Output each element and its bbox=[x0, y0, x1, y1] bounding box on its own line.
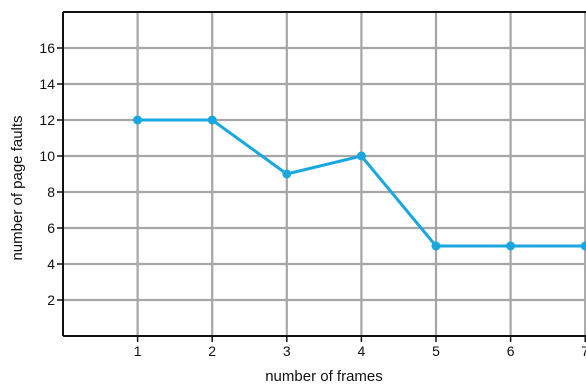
y-tick-label: 10 bbox=[39, 148, 55, 164]
axes bbox=[57, 11, 586, 342]
y-tick-label: 12 bbox=[39, 112, 55, 128]
y-tick-label: 16 bbox=[39, 40, 55, 56]
data-point bbox=[133, 115, 143, 125]
data-point bbox=[207, 115, 217, 125]
x-tick-label: 1 bbox=[134, 343, 142, 359]
series-layer bbox=[133, 115, 586, 251]
data-point bbox=[580, 241, 586, 251]
x-tick-label: 6 bbox=[507, 343, 515, 359]
x-tick-label: 2 bbox=[208, 343, 216, 359]
y-axis-label: number of page faults bbox=[9, 115, 26, 260]
data-point bbox=[431, 241, 441, 251]
y-tick-label: 4 bbox=[47, 256, 55, 272]
y-tick-label: 2 bbox=[47, 292, 55, 308]
x-tick-label: 4 bbox=[358, 343, 366, 359]
grid-lines bbox=[63, 12, 586, 336]
x-tick-label: 7 bbox=[581, 343, 586, 359]
data-point bbox=[506, 241, 516, 251]
x-axis-label: number of frames bbox=[265, 368, 383, 385]
y-tick-label: 8 bbox=[47, 184, 55, 200]
data-point bbox=[282, 169, 292, 179]
y-tick-label: 6 bbox=[47, 220, 55, 236]
x-tick-label: 3 bbox=[283, 343, 291, 359]
data-point bbox=[356, 151, 366, 161]
y-tick-label: 14 bbox=[39, 76, 55, 92]
x-tick-label: 5 bbox=[432, 343, 440, 359]
